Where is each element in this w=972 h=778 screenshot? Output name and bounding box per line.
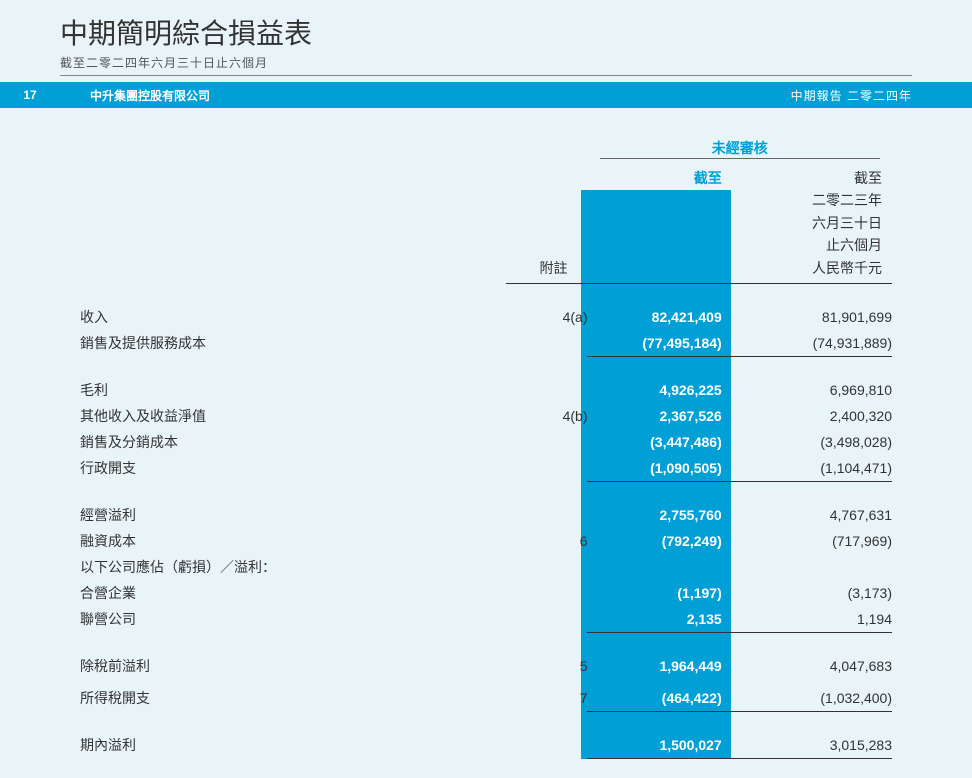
pbt-cur: 1,964,449 xyxy=(587,653,739,679)
cur-l2: 二零二四年 xyxy=(652,192,722,208)
se-cur: (3,447,486) xyxy=(587,429,739,455)
cur-l3: 六月三十日 xyxy=(652,215,722,231)
prev-l5: 人民幣千元 xyxy=(812,260,882,276)
page-number: 17 xyxy=(0,88,60,102)
cur-l5: 人民幣千元 xyxy=(652,260,722,276)
assoc-prev: 1,194 xyxy=(740,606,892,632)
pbt-prev: 4,047,683 xyxy=(740,653,892,679)
cur-l4: 止六個月 xyxy=(666,237,722,253)
tax-cur: (464,422) xyxy=(587,685,739,711)
pbt-label: 除稅前溢利 xyxy=(80,653,506,679)
row-pbt: 除稅前溢利 5 1,964,449 4,047,683 xyxy=(80,653,892,679)
row-period-profit: 期內溢利 1,500,027 3,015,283 xyxy=(80,732,892,758)
oi-note: 4(b) xyxy=(506,403,587,429)
pp-prev: 3,015,283 xyxy=(740,732,892,758)
se-label: 銷售及分銷成本 xyxy=(80,429,506,455)
fc-label: 融資成本 xyxy=(80,528,506,554)
revenue-cur: 82,421,409 xyxy=(587,304,739,330)
income-statement-table: 未經審核 附註 截至 二零二四年 六月三十日 止六個月 人民幣千元 截至 二零二… xyxy=(80,138,892,759)
report-label: 中期報告 二零二四年 xyxy=(791,87,972,104)
title-rule xyxy=(60,75,912,76)
page-subtitle: 截至二零二四年六月三十日止六個月 xyxy=(0,54,972,75)
row-operating-profit: 經營溢利 2,755,760 4,767,631 xyxy=(80,502,892,528)
cos-cur: (77,495,184) xyxy=(587,330,739,356)
op-label: 經營溢利 xyxy=(80,502,506,528)
cos-note xyxy=(506,330,587,356)
row-gross-profit: 毛利 4,926,225 6,969,810 xyxy=(80,377,892,403)
row-other-income: 其他收入及收益淨值 4(b) 2,367,526 2,400,320 xyxy=(80,403,892,429)
oi-prev: 2,400,320 xyxy=(740,403,892,429)
share-label: 以下公司應佔（虧損）／溢利： xyxy=(80,554,506,580)
prev-l3: 六月三十日 xyxy=(812,215,882,231)
row-jv: 合營企業 (1,197) (3,173) xyxy=(80,580,892,606)
assoc-cur: 2,135 xyxy=(587,606,739,632)
row-cost-of-sales: 銷售及提供服務成本 (77,495,184) (74,931,889) xyxy=(80,330,892,356)
pp-cur: 1,500,027 xyxy=(587,732,739,758)
column-header-row: 附註 截至 二零二四年 六月三十日 止六個月 人民幣千元 截至 二零二三年 六月… xyxy=(80,163,892,283)
cos-prev: (74,931,889) xyxy=(740,330,892,356)
ae-cur: (1,090,505) xyxy=(587,455,739,481)
jv-prev: (3,173) xyxy=(740,580,892,606)
row-finance-cost: 融資成本 6 (792,249) (717,969) xyxy=(80,528,892,554)
row-tax: 所得稅開支 7 (464,422) (1,032,400) xyxy=(80,685,892,711)
prev-l2: 二零二三年 xyxy=(812,192,882,208)
pbt-note: 5 xyxy=(506,653,587,679)
se-prev: (3,498,028) xyxy=(740,429,892,455)
revenue-note: 4(a) xyxy=(506,304,587,330)
oi-cur: 2,367,526 xyxy=(587,403,739,429)
row-admin-exp: 行政開支 (1,090,505) (1,104,471) xyxy=(80,455,892,481)
ae-prev: (1,104,471) xyxy=(740,455,892,481)
tax-note: 7 xyxy=(506,685,587,711)
ae-label: 行政開支 xyxy=(80,455,506,481)
jv-cur: (1,197) xyxy=(587,580,739,606)
header-bar: 17 中升集團控股有限公司 中期報告 二零二四年 xyxy=(0,82,972,108)
fc-note: 6 xyxy=(506,528,587,554)
gp-label: 毛利 xyxy=(80,377,506,403)
op-prev: 4,767,631 xyxy=(740,502,892,528)
row-associate: 聯營公司 2,135 1,194 xyxy=(80,606,892,632)
pp-label: 期內溢利 xyxy=(80,732,506,758)
gp-cur: 4,926,225 xyxy=(587,377,739,403)
prev-l4: 止六個月 xyxy=(826,237,882,253)
revenue-label: 收入 xyxy=(80,304,506,330)
oi-label: 其他收入及收益淨值 xyxy=(80,403,506,429)
row-share-label: 以下公司應佔（虧損）／溢利： xyxy=(80,554,892,580)
note-column-label: 附註 xyxy=(539,260,567,276)
cos-label: 銷售及提供服務成本 xyxy=(80,330,506,356)
tax-label: 所得稅開支 xyxy=(80,685,506,711)
audit-status-label: 未經審核 xyxy=(712,140,768,156)
assoc-label: 聯營公司 xyxy=(80,606,506,632)
fc-cur: (792,249) xyxy=(587,528,739,554)
tax-prev: (1,032,400) xyxy=(740,685,892,711)
fc-prev: (717,969) xyxy=(740,528,892,554)
page-title: 中期簡明綜合損益表 xyxy=(0,0,972,54)
row-selling-exp: 銷售及分銷成本 (3,447,486) (3,498,028) xyxy=(80,429,892,455)
prev-l1: 截至 xyxy=(854,170,882,186)
cur-l1: 截至 xyxy=(694,170,722,186)
company-name: 中升集團控股有限公司 xyxy=(60,87,210,104)
revenue-prev: 81,901,699 xyxy=(740,304,892,330)
jv-label: 合營企業 xyxy=(80,580,506,606)
content-area: 未經審核 附註 截至 二零二四年 六月三十日 止六個月 人民幣千元 截至 二零二… xyxy=(0,108,972,759)
audit-status-row: 未經審核 xyxy=(80,138,892,163)
op-cur: 2,755,760 xyxy=(587,502,739,528)
gp-prev: 6,969,810 xyxy=(740,377,892,403)
row-revenue: 收入 4(a) 82,421,409 81,901,699 xyxy=(80,304,892,330)
